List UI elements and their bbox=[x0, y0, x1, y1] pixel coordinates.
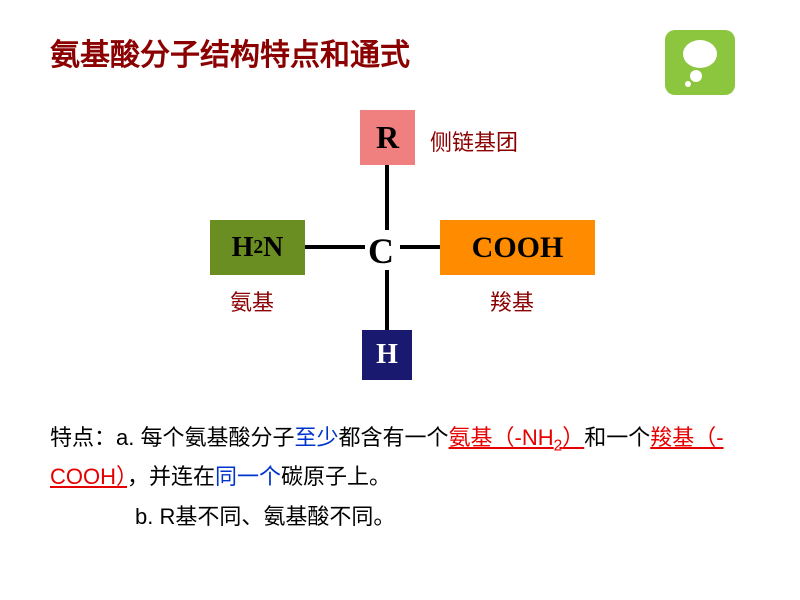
a1: 每个氨基酸分子 bbox=[140, 425, 294, 450]
carboxyl-group-box: COOH bbox=[440, 220, 595, 275]
a9: 碳原子上。 bbox=[281, 464, 391, 489]
question-icon bbox=[665, 30, 735, 95]
a2: 至少 bbox=[295, 425, 339, 450]
a8: 同一个 bbox=[215, 464, 281, 489]
page-title: 氨基酸分子结构特点和通式 bbox=[50, 30, 410, 74]
amino-group-box: H2N bbox=[210, 220, 305, 275]
a4s: 2 bbox=[554, 437, 563, 454]
amino-n: N bbox=[263, 232, 283, 264]
r-group-box: R bbox=[360, 110, 415, 165]
b-label: b. bbox=[135, 504, 159, 529]
note-a: 特点：a. 每个氨基酸分子至少都含有一个氨基（-NH2）和一个羧基（-COOH）… bbox=[50, 420, 750, 494]
a3: 都含有一个 bbox=[339, 425, 449, 450]
bond-bottom bbox=[385, 270, 389, 330]
a4t: 氨基（-NH bbox=[449, 425, 554, 450]
a7: ，并连在 bbox=[127, 464, 215, 489]
a-label: a. bbox=[116, 425, 140, 450]
amino-label: 氨基 bbox=[230, 285, 274, 317]
h-box: H bbox=[362, 330, 412, 380]
amino-acid-diagram: R H2N COOH H C 侧链基团 氨基 羧基 bbox=[150, 110, 650, 390]
a4e: ） bbox=[562, 425, 584, 450]
bond-right bbox=[400, 245, 440, 249]
b-text: R基不同、氨基酸不同。 bbox=[159, 504, 395, 529]
center-carbon: C bbox=[368, 230, 394, 272]
note-b: b. R基不同、氨基酸不同。 bbox=[135, 499, 750, 534]
bond-left bbox=[305, 245, 365, 249]
r-label: 侧链基团 bbox=[430, 125, 518, 157]
notes-text: 特点：a. 每个氨基酸分子至少都含有一个氨基（-NH2）和一个羧基（-COOH）… bbox=[50, 420, 750, 534]
a4: 氨基（-NH2） bbox=[449, 425, 585, 450]
carboxyl-label: 羧基 bbox=[490, 285, 534, 317]
amino-sub: 2 bbox=[253, 237, 263, 259]
amino-h: H bbox=[232, 232, 254, 264]
bond-top bbox=[385, 165, 389, 230]
a5: 和一个 bbox=[584, 425, 650, 450]
notes-prefix: 特点： bbox=[50, 425, 116, 450]
